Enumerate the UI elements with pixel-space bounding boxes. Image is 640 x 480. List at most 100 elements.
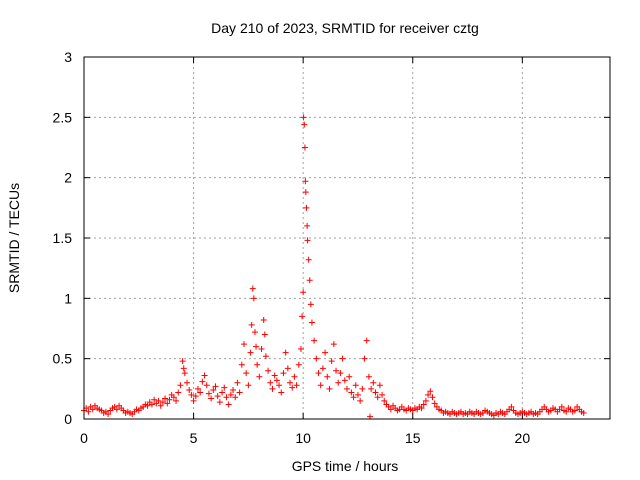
data-points (81, 114, 587, 420)
data-point (326, 385, 333, 392)
data-point (301, 121, 308, 128)
y-tick-label: 3 (64, 49, 72, 65)
data-point (260, 317, 267, 324)
data-point (352, 382, 359, 389)
data-point (262, 353, 269, 360)
data-point (208, 395, 215, 402)
data-point (335, 379, 342, 386)
data-point (192, 393, 199, 400)
data-point (299, 313, 306, 320)
data-point (305, 256, 312, 263)
data-point (205, 390, 212, 397)
data-point (199, 378, 206, 385)
data-point (221, 384, 228, 391)
data-point (162, 395, 169, 402)
data-point (113, 406, 120, 413)
data-point (203, 382, 210, 389)
data-point (354, 391, 361, 398)
data-point (346, 373, 353, 380)
data-point (278, 389, 285, 396)
y-tick-label: 0.5 (53, 351, 73, 367)
data-point (580, 409, 587, 416)
data-point (376, 382, 383, 389)
data-point (282, 349, 289, 356)
data-point (558, 403, 565, 410)
data-point (273, 377, 280, 384)
data-point (267, 379, 274, 386)
data-point (188, 391, 195, 398)
data-point (315, 370, 322, 377)
plot-frame (83, 56, 611, 420)
data-point (333, 367, 340, 374)
data-point (293, 382, 300, 389)
data-point (337, 370, 344, 377)
data-point (271, 372, 278, 379)
data-point (308, 319, 315, 326)
data-point (372, 389, 379, 396)
data-point (297, 346, 304, 353)
data-point (322, 349, 329, 356)
x-axis-label: GPS time / hours (292, 458, 399, 474)
data-point (379, 391, 386, 398)
data-point (328, 358, 335, 365)
data-point (324, 373, 331, 380)
data-point (431, 400, 438, 407)
x-tick-label: 0 (80, 430, 88, 446)
x-tick-label: 20 (515, 430, 531, 446)
data-point (429, 394, 436, 401)
data-point (184, 379, 191, 386)
data-point (289, 384, 296, 391)
data-point (287, 379, 294, 386)
data-point (284, 365, 291, 372)
data-point (387, 406, 394, 413)
data-point (350, 394, 357, 401)
data-point (253, 343, 260, 350)
data-point (230, 387, 237, 394)
data-point (370, 379, 377, 386)
data-point (317, 382, 324, 389)
data-point (304, 222, 311, 229)
data-point (307, 301, 314, 308)
data-point (339, 355, 346, 362)
data-point (359, 385, 366, 392)
data-point (248, 321, 255, 328)
data-point (306, 277, 313, 284)
data-point (210, 387, 217, 394)
data-point (186, 387, 193, 394)
data-point (175, 389, 182, 396)
data-point (164, 400, 171, 407)
data-point (227, 391, 234, 398)
data-point (344, 385, 350, 392)
data-point (280, 370, 287, 377)
data-point (300, 289, 307, 296)
data-point (300, 114, 307, 121)
data-point (341, 377, 348, 384)
data-point (105, 411, 112, 418)
data-point (245, 382, 252, 389)
y-tick-label: 1.5 (53, 230, 73, 246)
data-point (363, 337, 370, 344)
data-point (157, 402, 164, 409)
data-point (236, 389, 243, 396)
data-point (303, 204, 310, 211)
data-point (214, 393, 221, 400)
data-point (179, 358, 186, 365)
data-point (422, 397, 429, 404)
y-tick-label: 2 (64, 170, 72, 186)
data-point (563, 408, 570, 415)
data-point (361, 355, 368, 362)
data-point (249, 285, 256, 292)
data-point (247, 349, 254, 356)
data-point (311, 337, 318, 344)
data-point (418, 405, 425, 412)
data-point (348, 389, 355, 396)
data-point (201, 372, 208, 379)
y-axis-label: SRMTID / TECUs (6, 183, 22, 293)
data-point (219, 389, 226, 396)
data-point (181, 370, 188, 377)
data-point (166, 396, 173, 403)
data-point (330, 341, 337, 348)
data-point (302, 189, 309, 196)
data-point (313, 355, 320, 362)
data-point (295, 361, 302, 368)
